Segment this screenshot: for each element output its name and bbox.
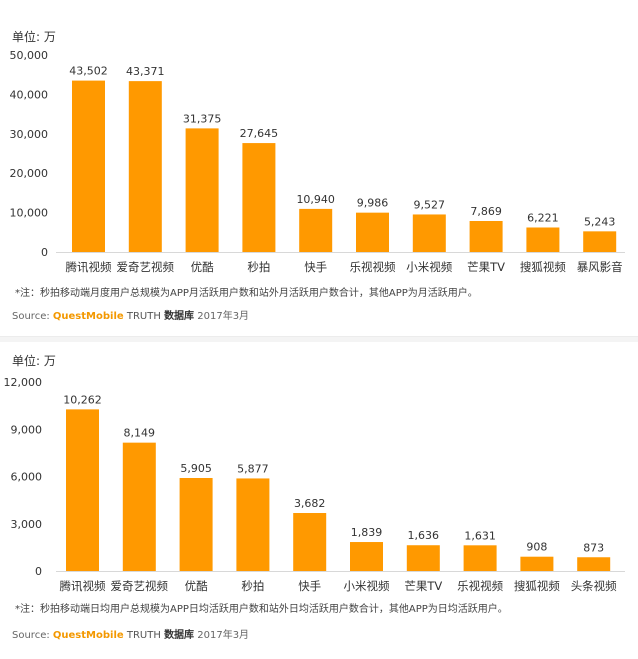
category-label: 乐视视频 [457,579,503,593]
source-brand: QuestMobile [52,630,124,641]
bar [412,214,446,252]
bar [520,556,554,571]
bar-value-label: 43,502 [69,65,108,78]
bar-value-label: 5,905 [180,462,212,475]
category-label: 爱奇艺视频 [117,260,175,274]
bar-value-label: 1,636 [408,529,440,542]
bar [350,542,383,571]
unit-label: 单位: 万 [12,30,56,44]
category-label: 爱奇艺视频 [111,579,169,593]
bar-value-label: 6,221 [527,211,559,224]
bar-value-label: 1,839 [351,526,383,539]
source-brand: QuestMobile [52,311,124,322]
y-tick-label: 3,000 [11,518,43,531]
bar-value-label: 3,682 [294,497,326,510]
bar-value-label: 873 [583,541,604,554]
bar [583,231,617,252]
source-line: Source: QuestMobile TRUTH 数据库 2017年3月 [12,307,249,322]
category-label: 秒拍 [241,579,264,593]
bar-value-label: 5,877 [237,462,269,475]
bar-value-label: 5,243 [584,215,616,228]
category-label: 优酷 [185,579,208,593]
bar-value-label: 27,645 [240,127,279,140]
y-tick-label: 6,000 [11,471,43,484]
category-label: 小米视频 [406,260,452,274]
bar [577,557,611,571]
bar-value-label: 8,149 [124,427,156,440]
bar [128,81,162,253]
category-label: 搜狐视频 [514,579,560,593]
source-truth: TRUTH [126,630,161,641]
bar [299,208,333,252]
source-date: 2017年3月 [197,630,250,641]
daily-users-bar-chart: 0 3,000 6,000 9,000 12,000 10,262 腾讯视频 8,149 爱奇艺… [4,376,625,593]
category-label: 腾讯视频 [66,260,112,274]
bar [66,409,99,571]
bar [72,80,105,253]
bar-value-label: 9,986 [357,197,389,210]
bar-value-label: 43,371 [126,65,165,78]
bar-value-label: 908 [526,541,547,554]
bar-value-label: 31,375 [183,112,222,125]
bar [293,513,327,571]
y-tick-label: 40,000 [10,88,49,101]
bar [406,545,440,571]
bar [356,212,389,252]
panel-separator [0,336,638,342]
category-label: 快手 [298,579,321,593]
y-tick-label: 0 [41,246,48,259]
category-label: 小米视频 [344,579,390,593]
category-label: 头条视频 [571,579,617,593]
y-tick-label: 50,000 [10,49,49,62]
bar [242,143,276,252]
unit-label: 单位: 万 [12,354,56,368]
bar-value-label: 7,869 [470,205,502,218]
category-label: 优酷 [191,260,214,274]
category-label: 秒拍 [247,260,270,274]
bar [122,442,156,571]
chart-note: *注：秒拍移动端月度用户总规模为APP月活跃用户数和站外月活跃用户数合计，其他A… [15,288,478,299]
y-tick-label: 10,000 [10,207,49,220]
category-label: 乐视视频 [350,260,396,274]
source-date: 2017年3月 [197,311,250,322]
source-prefix: Source: [12,311,50,322]
source-prefix: Source: [12,630,50,641]
category-label: 芒果TV [467,260,505,274]
monthly-users-bar-chart: 0 10,000 20,000 30,000 40,000 50,000 43,502 腾讯视… [10,49,625,274]
y-tick-label: 30,000 [10,128,49,141]
daily-users-panel: 单位: 万 0 3,000 6,000 9,000 12,000 10,262 腾讯视频 8,… [0,342,638,659]
bar-value-label: 10,940 [296,193,335,206]
category-label: 搜狐视频 [520,260,566,274]
bar-value-label: 1,631 [464,529,496,542]
chart-note: *注：秒拍移动端日均用户总规模为APP日均活跃用户数和站外日均活跃用户数合计，其… [15,604,508,615]
bar [179,477,213,571]
y-tick-label: 0 [35,565,42,578]
source-line: Source: QuestMobile TRUTH 数据库 2017年3月 [12,626,249,641]
source-database: 数据库 [164,630,195,641]
y-tick-label: 12,000 [4,376,43,389]
source-database: 数据库 [164,311,195,322]
monthly-users-panel: 单位: 万 0 10,000 20,000 30,000 40,000 50,000 43,… [0,30,638,337]
bar [469,220,503,252]
y-tick-label: 9,000 [11,423,43,436]
y-tick-label: 20,000 [10,167,49,180]
category-label: 暴风影音 [577,260,623,274]
category-label: 芒果TV [404,579,442,593]
bar [236,478,270,571]
bar [463,545,497,571]
category-label: 快手 [304,260,327,274]
bar [526,227,560,252]
bar [185,128,219,252]
bar-value-label: 9,527 [414,198,446,211]
category-label: 腾讯视频 [60,579,106,593]
bar-value-label: 10,262 [63,393,102,406]
source-truth: TRUTH [126,311,161,322]
